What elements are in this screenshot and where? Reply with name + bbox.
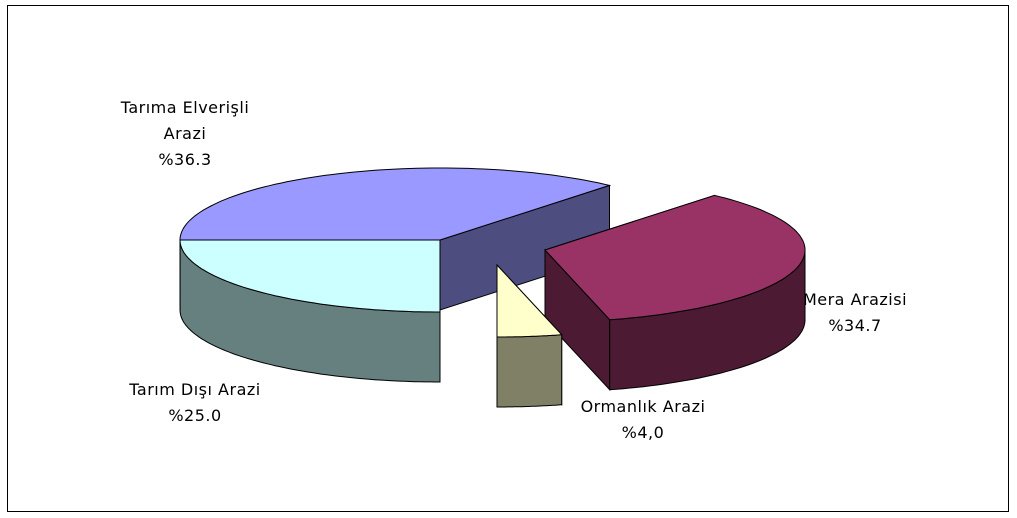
value-label: %34.7: [828, 316, 882, 335]
slice-top: [496, 263, 563, 338]
category-label: Mera Arazisi: [802, 290, 908, 309]
chart-border: [7, 5, 1009, 512]
value-label: %4,0: [621, 423, 665, 442]
slice-top: [179, 239, 441, 313]
data-label: Tarıma Elverişli Arazi %36.3: [100, 95, 270, 173]
slice-top: [544, 194, 806, 321]
slice: [544, 194, 806, 391]
data-label: Tarım Dışı Arazi %25.0: [85, 377, 305, 429]
category-label: Ormanlık Arazi: [580, 397, 706, 416]
slice-top: [179, 167, 612, 241]
slice: [496, 263, 563, 408]
value-label: %36.3: [158, 150, 212, 169]
slice: [179, 239, 441, 383]
value-label: %25.0: [168, 406, 222, 425]
data-label: Mera Arazisi %34.7: [745, 287, 965, 339]
category-label: Tarım Dışı Arazi: [129, 380, 261, 399]
category-label: Tarıma Elverişli Arazi: [120, 98, 250, 143]
data-label: Ormanlık Arazi %4,0: [533, 394, 753, 446]
